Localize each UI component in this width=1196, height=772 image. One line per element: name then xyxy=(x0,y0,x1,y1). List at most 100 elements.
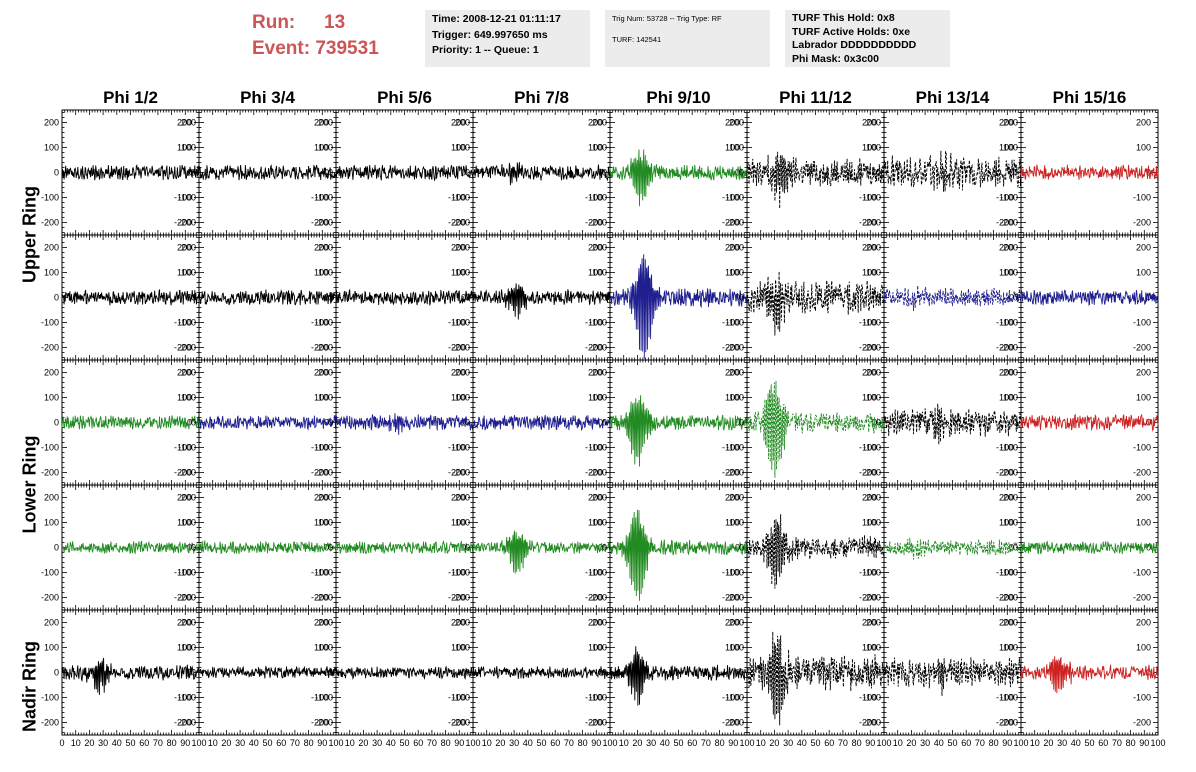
y-tick-label: -100 xyxy=(863,443,881,453)
y-tick-label: -200 xyxy=(448,343,466,353)
y-tick-label: -200 xyxy=(585,343,603,353)
y-tick-label: 200 xyxy=(314,493,329,503)
waveform-trace xyxy=(1020,164,1159,181)
y-tick-label: -200 xyxy=(863,343,881,353)
y-tick-label: 200 xyxy=(729,118,744,128)
y-tick-label: -100 xyxy=(178,568,196,578)
y-tick-label: 200 xyxy=(999,368,1014,378)
run-label: Run: xyxy=(252,12,296,33)
waveform-trace xyxy=(609,395,748,467)
y-tick-label: 0 xyxy=(324,168,329,178)
y-tick-label: 200 xyxy=(866,368,881,378)
y-tick-label: -100 xyxy=(589,443,607,453)
y-tick-label: 200 xyxy=(999,243,1014,253)
waveform-trace xyxy=(883,285,1022,312)
y-tick-label: -100 xyxy=(585,568,603,578)
y-tick-label: 200 xyxy=(729,368,744,378)
y-tick-label: 100 xyxy=(729,393,744,403)
y-tick-label: -200 xyxy=(178,218,196,228)
y-tick-label: 200 xyxy=(866,118,881,128)
y-tick-label: -200 xyxy=(589,468,607,478)
panel-frame xyxy=(883,109,1022,236)
y-tick-label: 100 xyxy=(318,518,333,528)
y-tick-label: 200 xyxy=(44,118,59,128)
y-tick-label: 100 xyxy=(44,143,59,153)
y-tick-label: -200 xyxy=(859,218,877,228)
y-tick-label: 0 xyxy=(461,168,466,178)
y-tick-label: 0 xyxy=(602,168,607,178)
y-tick-label: -100 xyxy=(448,193,466,203)
y-tick-label: -100 xyxy=(41,318,59,328)
y-tick-label: 200 xyxy=(592,243,607,253)
y-tick-label: 100 xyxy=(314,518,329,528)
waveform-trace xyxy=(746,151,885,209)
y-tick-label: 100 xyxy=(44,393,59,403)
y-tick-label: 200 xyxy=(729,493,744,503)
turf-info-box: TURF This Hold: 0x8 TURF Active Holds: 0… xyxy=(785,10,950,67)
y-tick-label: 100 xyxy=(1136,268,1151,278)
waveform-trace xyxy=(609,254,748,359)
y-tick-label: -100 xyxy=(589,568,607,578)
y-tick-label: 200 xyxy=(318,118,333,128)
y-tick-label: 0 xyxy=(1146,168,1151,178)
waveform-trace xyxy=(1020,288,1159,306)
y-tick-label: 0 xyxy=(328,543,333,553)
y-tick-label: 100 xyxy=(1003,143,1018,153)
y-tick-label: -100 xyxy=(315,443,333,453)
y-tick-label: 100 xyxy=(177,143,192,153)
y-tick-label: -200 xyxy=(174,218,192,228)
y-tick-label: -200 xyxy=(996,468,1014,478)
y-tick-label: 200 xyxy=(588,118,603,128)
y-tick-label: 100 xyxy=(999,268,1014,278)
y-tick-label: 100 xyxy=(588,518,603,528)
y-tick-label: -200 xyxy=(452,593,470,603)
waveform-trace xyxy=(335,164,474,182)
y-tick-label: 200 xyxy=(592,493,607,503)
y-tick-label: -100 xyxy=(311,318,329,328)
y-tick-label: 100 xyxy=(592,518,607,528)
y-tick-label: -100 xyxy=(174,443,192,453)
y-tick-label: 100 xyxy=(866,393,881,403)
y-tick-label: 200 xyxy=(588,243,603,253)
y-tick-label: 0 xyxy=(328,418,333,428)
y-tick-label: -100 xyxy=(452,568,470,578)
y-tick-label: -200 xyxy=(452,343,470,353)
waveform-trace xyxy=(746,514,885,589)
y-tick-label: -200 xyxy=(589,218,607,228)
y-tick-label: -100 xyxy=(1000,443,1018,453)
y-tick-label: 100 xyxy=(177,268,192,278)
y-tick-label: 100 xyxy=(866,268,881,278)
y-tick-label: -100 xyxy=(174,568,192,578)
y-tick-label: 200 xyxy=(44,243,59,253)
y-tick-label: 100 xyxy=(729,518,744,528)
y-tick-label: -200 xyxy=(996,343,1014,353)
y-tick-label: 100 xyxy=(588,393,603,403)
y-tick-label: -200 xyxy=(863,218,881,228)
phi-label-2: Phi 3/4 xyxy=(240,88,295,107)
y-tick-label: 200 xyxy=(181,368,196,378)
y-tick-label: 200 xyxy=(451,368,466,378)
y-tick-label: 200 xyxy=(314,368,329,378)
turf-hold-text: TURF This Hold: 0x8 xyxy=(792,12,895,24)
y-tick-label: -100 xyxy=(452,193,470,203)
y-tick-label: -200 xyxy=(722,343,740,353)
y-tick-label: 0 xyxy=(54,168,59,178)
y-tick-label: 200 xyxy=(725,368,740,378)
waveform-trace xyxy=(746,380,885,478)
y-tick-label: 200 xyxy=(725,243,740,253)
y-tick-label: -200 xyxy=(41,218,59,228)
y-tick-label: 0 xyxy=(54,543,59,553)
y-tick-label: 0 xyxy=(872,168,877,178)
y-tick-label: 100 xyxy=(592,393,607,403)
phi-label-3: Phi 5/6 xyxy=(377,88,432,107)
y-tick-label: -100 xyxy=(174,193,192,203)
y-tick-label: -100 xyxy=(315,568,333,578)
y-tick-label: 100 xyxy=(1003,393,1018,403)
y-tick-label: -100 xyxy=(1000,318,1018,328)
